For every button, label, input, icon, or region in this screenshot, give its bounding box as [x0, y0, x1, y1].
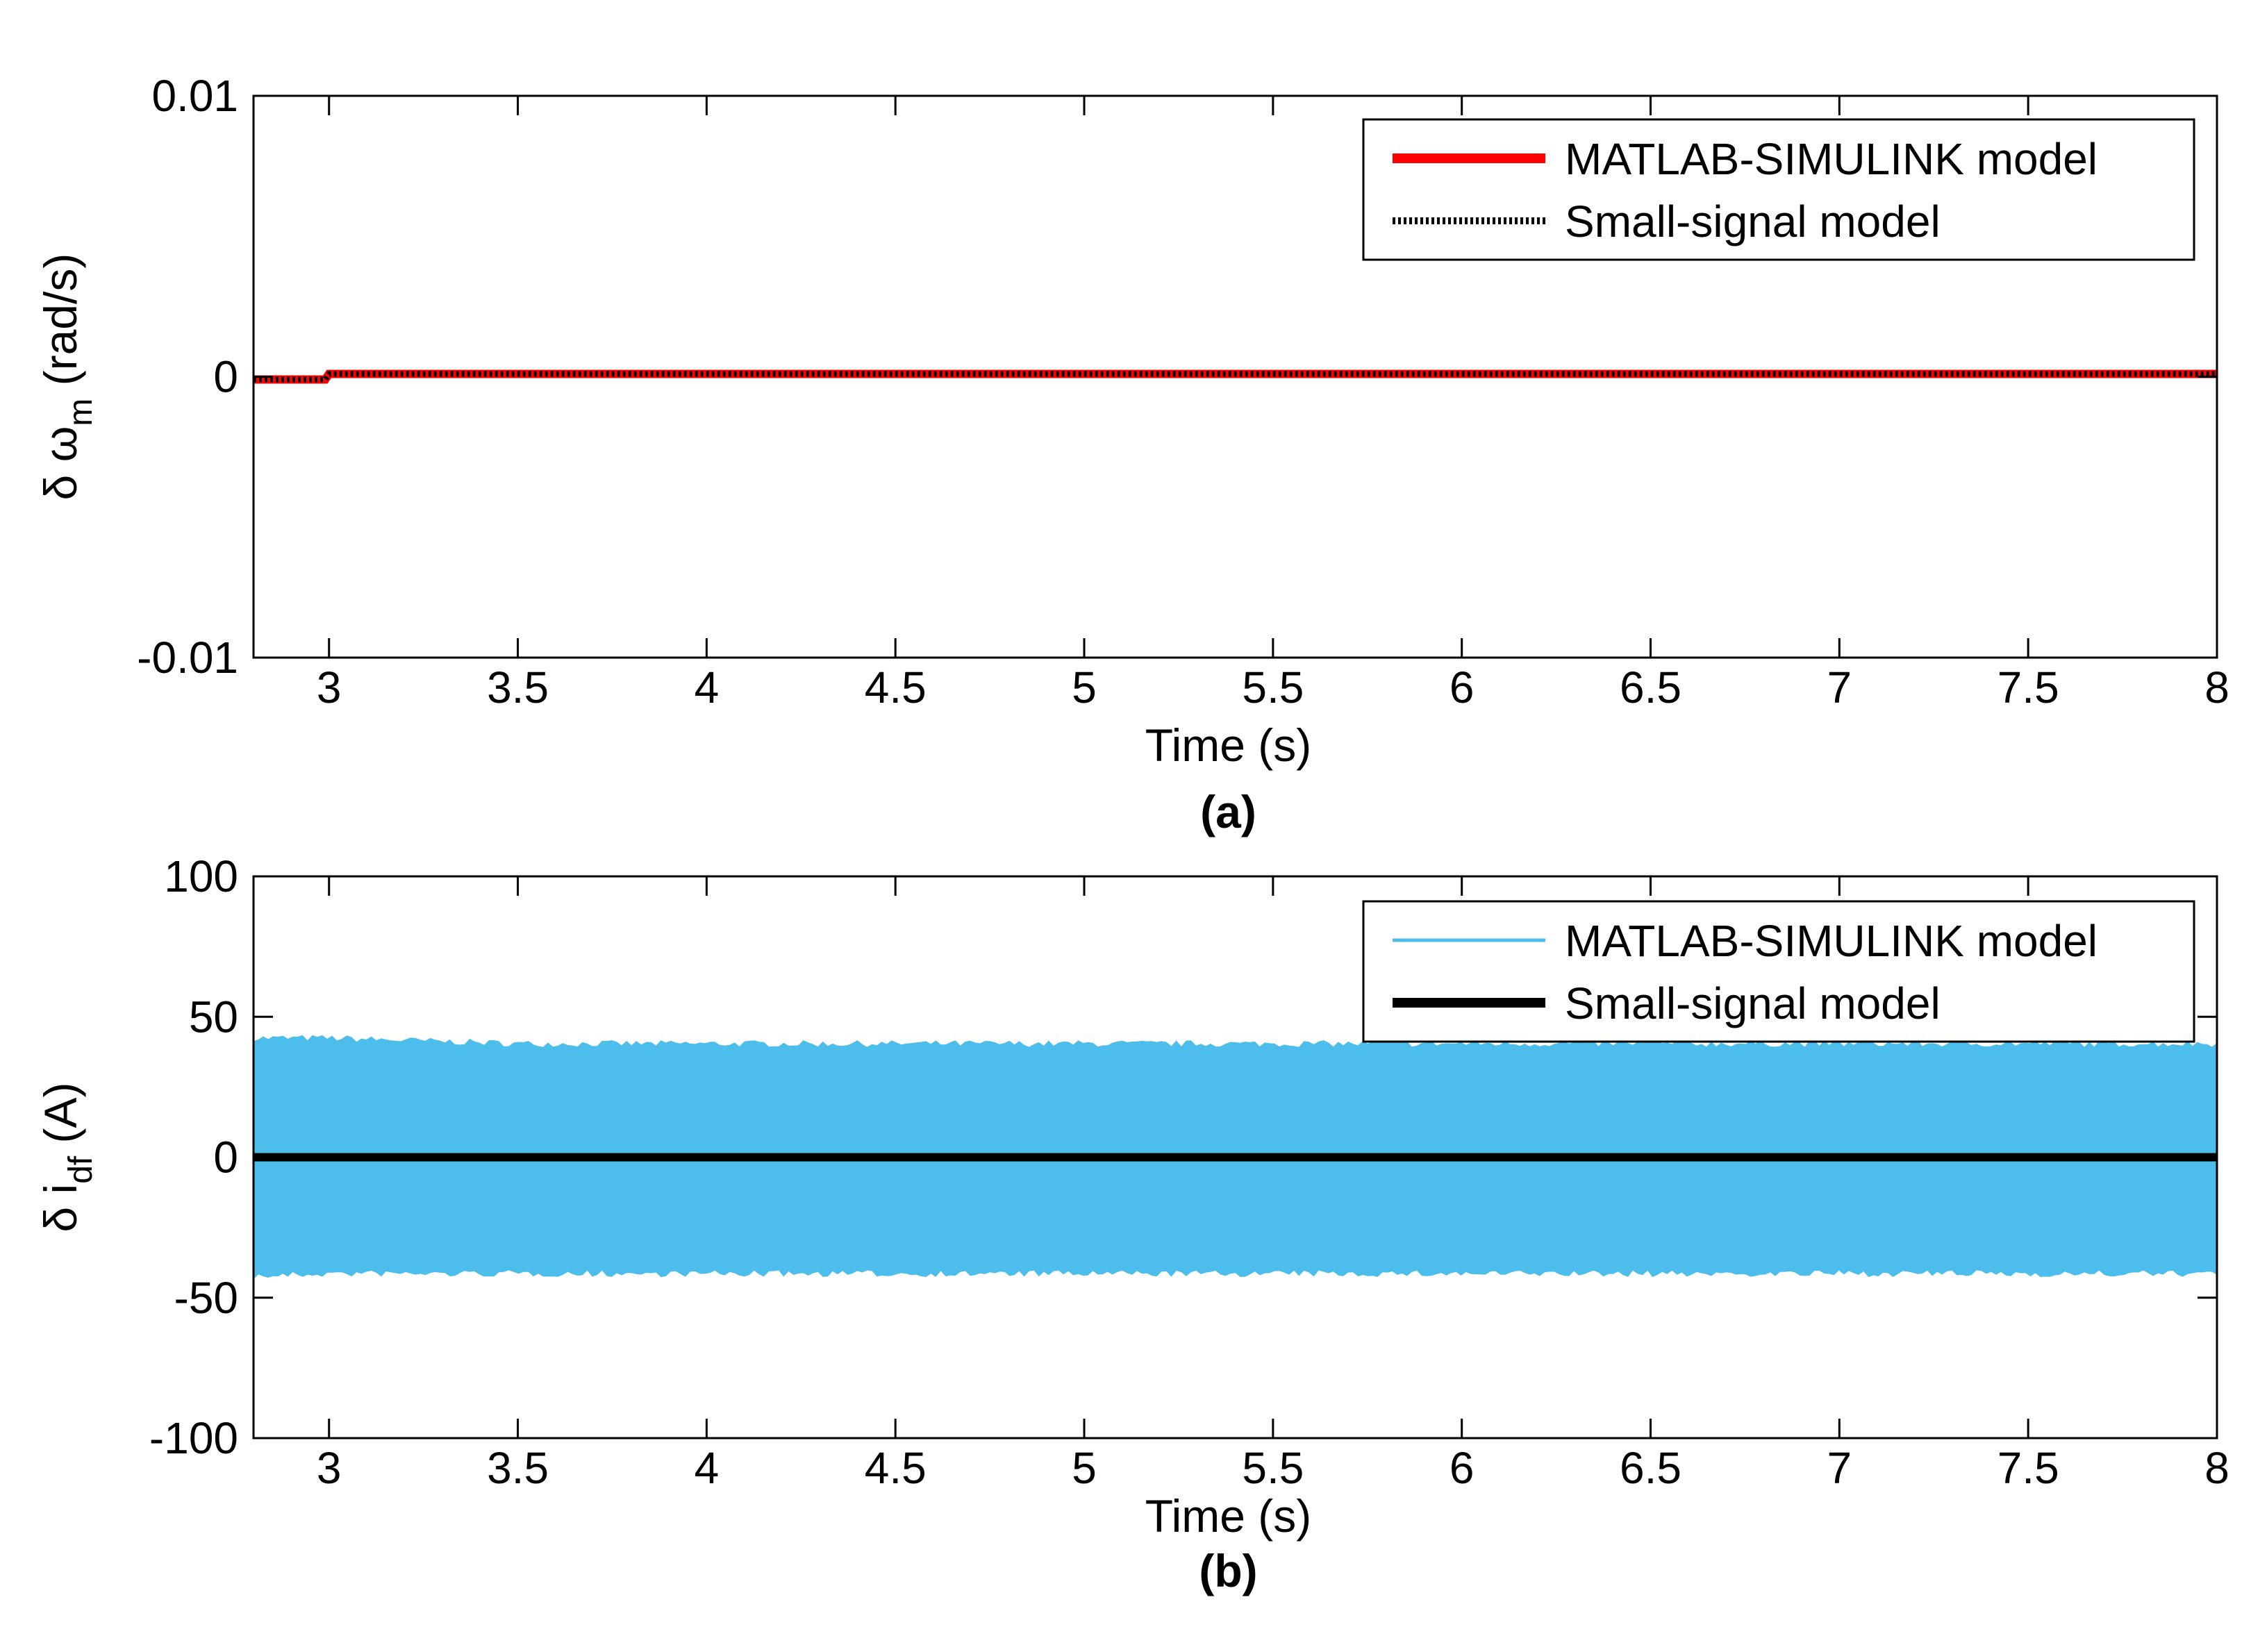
legend-label-2: Small-signal model — [1565, 978, 1941, 1028]
x-tick-label: 7 — [1827, 1443, 1852, 1493]
y-axis-label: δ idf (A) — [35, 1082, 99, 1232]
x-axis-label: Time (s) — [1145, 719, 1312, 771]
series-group — [254, 1035, 2217, 1280]
legend-label-1: MATLAB-SIMULINK model — [1565, 134, 2098, 184]
legend-box — [1362, 118, 2195, 261]
y-axis-label-subscript: m — [63, 399, 99, 426]
x-tick-label: 4.5 — [865, 1443, 927, 1493]
panel-a: 3 3.5 4 4.5 5 5.5 6 6.5 7 7.5 8 0.01 0 -0.01 Time (s) (… — [35, 71, 2229, 837]
x-tick-label: 7 — [1827, 662, 1852, 712]
y-tick-label: -0.01 — [137, 633, 238, 683]
y-tick-label: 50 — [189, 992, 238, 1042]
x-tick-label: 4 — [695, 1443, 720, 1493]
x-tick-label: 6.5 — [1620, 1443, 1681, 1493]
series-2-line — [254, 371, 2217, 383]
x-tick-label: 6 — [1450, 1443, 1475, 1493]
y-axis-label-unit: (A) — [35, 1082, 86, 1155]
legend: MATLAB-SIMULINK model Small-signal model — [1362, 900, 2195, 1043]
legend-label-2: Small-signal model — [1565, 197, 1941, 247]
x-tick-label: 4 — [695, 662, 720, 712]
x-tick-label: 5 — [1072, 1443, 1097, 1493]
x-tick-label: 8 — [2204, 1443, 2229, 1493]
x-tick-label: 7.5 — [1997, 662, 2059, 712]
x-tick-label: 5.5 — [1242, 662, 1304, 712]
legend-label-1: MATLAB-SIMULINK model — [1565, 916, 2098, 966]
x-tick-label: 7.5 — [1997, 1443, 2059, 1493]
y-tick-label: 0 — [213, 352, 238, 402]
x-tick-label: 6.5 — [1620, 662, 1681, 712]
y-tick-label: -100 — [149, 1413, 238, 1463]
y-tick-label: 0 — [213, 1133, 238, 1183]
y-axis-label: δ ωm (rad/s) — [35, 253, 99, 501]
y-tick-label: 100 — [164, 851, 238, 901]
x-tick-label: 3.5 — [487, 662, 549, 712]
y-axis-label-unit: (rad/s) — [35, 253, 86, 399]
legend: MATLAB-SIMULINK model Small-signal model — [1362, 118, 2195, 261]
y-tick-label: -50 — [174, 1273, 239, 1323]
x-tick-label: 3 — [317, 662, 342, 712]
y-axis-label-main: δ i — [35, 1184, 86, 1233]
y-tick-label: 0.01 — [151, 71, 238, 121]
y-axis-label-main: δ ω — [35, 426, 86, 501]
x-tick-label: 3.5 — [487, 1443, 549, 1493]
panel-label: (b) — [1199, 1545, 1257, 1596]
panel-b: 3 3.5 4 4.5 5 5.5 6 6.5 7 7.5 8 100 50 0 -50 -100 Time (… — [35, 851, 2229, 1596]
legend-box — [1362, 900, 2195, 1043]
y-axis-label-subscript: df — [63, 1155, 99, 1184]
x-tick-label: 8 — [2204, 662, 2229, 712]
x-tick-label: 5 — [1072, 662, 1097, 712]
x-axis-label: Time (s) — [1145, 1490, 1312, 1542]
x-tick-label: 5.5 — [1242, 1443, 1304, 1493]
panel-label: (a) — [1200, 786, 1256, 837]
x-tick-label: 6 — [1450, 662, 1475, 712]
series-group — [254, 369, 2217, 384]
x-tick-label: 4.5 — [865, 662, 927, 712]
x-tick-label: 3 — [317, 1443, 342, 1493]
